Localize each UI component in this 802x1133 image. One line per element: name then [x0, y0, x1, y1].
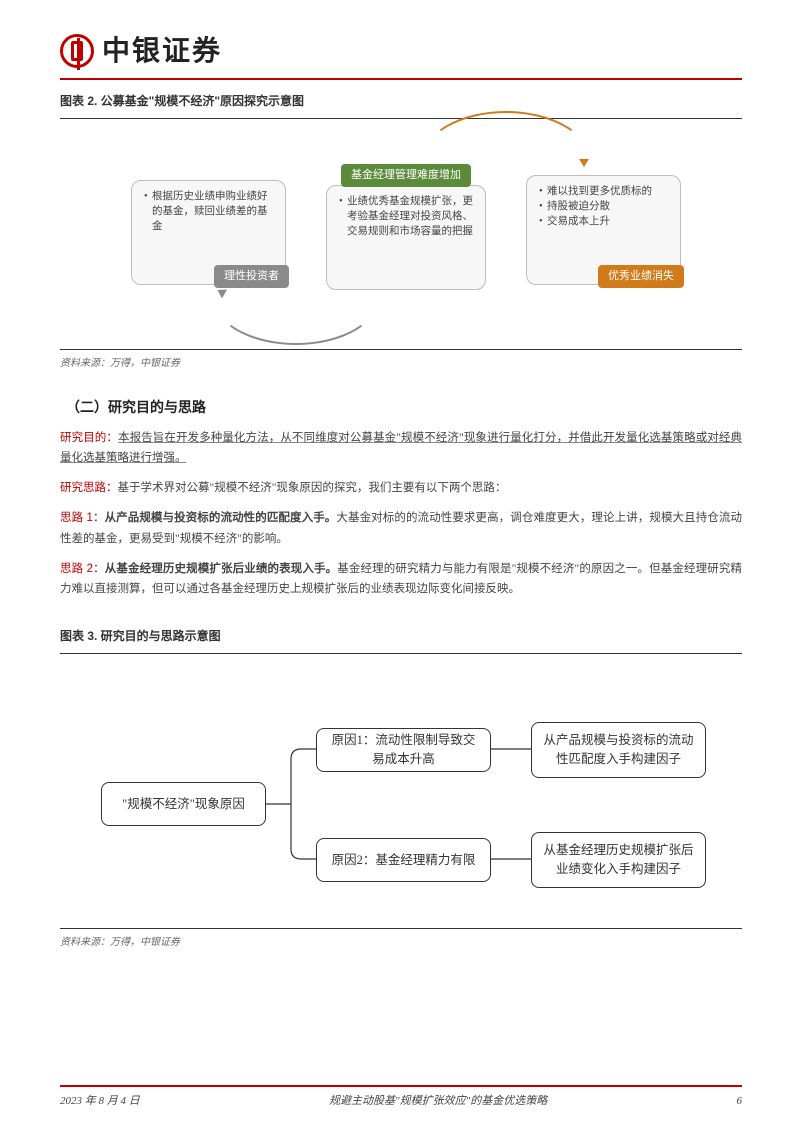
figure-2-flowchart: 根据历史业绩申购业绩好的基金，赎回业绩差的基金 理性投资者 业绩优秀基金规模扩张…: [121, 125, 681, 345]
idea2-title: 从基金经理历史规模扩张后业绩的表现入手。: [105, 563, 338, 575]
idea2-paragraph: 思路 2：从基金经理历史规模扩张后业绩的表现入手。基金经理的研究精力与能力有限是…: [60, 559, 742, 599]
figure-2-source: 资料来源：万得，中银证券: [60, 356, 742, 371]
key-label: 研究思路：: [60, 482, 118, 494]
purpose-body: 本报告旨在开发多种量化方法，从不同维度对公募基金"规模不经济"现象进行量化打分，…: [60, 432, 742, 464]
bullet: 持股被迫分散: [539, 199, 670, 214]
bullet: 根据历史业绩申购业绩好的基金，赎回业绩差的基金: [144, 189, 275, 235]
idea1-paragraph: 思路 1：从产品规模与投资标的流动性的匹配度入手。大基金对标的的流动性要求更高，…: [60, 508, 742, 548]
tag-result: 优秀业绩消失: [598, 265, 684, 288]
figure-2-top-rule: [60, 118, 742, 119]
arrowhead-icon: [579, 159, 589, 167]
tree-reason-2: 原因2：基金经理精力有限: [316, 838, 491, 882]
figure-2-bottom-rule: [60, 349, 742, 350]
figure-3-title: 图表 3. 研究目的与思路示意图: [60, 627, 742, 645]
page-footer: 2023 年 8 月 4 日 规避主动股基"规模扩张效应"的基金优选策略 6: [60, 1085, 742, 1110]
figure-3-bottom-rule: [60, 928, 742, 929]
brand-rule: [60, 78, 742, 80]
idea-body: 基于学术界对公募"规模不经济"现象原因的探究，我们主要有以下两个思路：: [118, 482, 507, 494]
bullet: 交易成本上升: [539, 214, 670, 229]
footer-page: 6: [737, 1093, 743, 1110]
brand-name: 中银证券: [102, 30, 222, 72]
figure-3-tree: "规模不经济"现象原因 原因1：流动性限制导致交易成本升高 原因2：基金经理精力…: [91, 704, 711, 924]
figure-2-title: 图表 2. 公募基金"规模不经济"原因探究示意图: [60, 92, 742, 110]
footer-rule: [60, 1085, 742, 1087]
figure-3-source: 资料来源：万得，中银证券: [60, 935, 742, 950]
purpose-paragraph: 研究目的：本报告旨在开发多种量化方法，从不同维度对公募基金"规模不经济"现象进行…: [60, 428, 742, 468]
idea1-title: 从产品规模与投资标的流动性的匹配度入手。: [105, 512, 337, 524]
key-label: 思路 1：: [60, 512, 105, 524]
footer-date: 2023 年 8 月 4 日: [60, 1093, 140, 1110]
arc-bottom-icon: [211, 245, 381, 345]
idea-paragraph: 研究思路：基于学术界对公募"规模不经济"现象原因的探究，我们主要有以下两个思路：: [60, 478, 742, 498]
footer-title: 规避主动股基"规模扩张效应"的基金优选策略: [329, 1093, 547, 1110]
bank-of-china-logo-icon: [60, 34, 94, 68]
key-label: 研究目的：: [60, 432, 118, 444]
tree-reason-1: 原因1：流动性限制导致交易成本升高: [316, 728, 491, 772]
arc-top-icon: [421, 111, 591, 211]
key-label: 思路 2：: [60, 563, 105, 575]
tree-leaf-1: 从产品规模与投资标的流动性匹配度入手构建因子: [531, 722, 706, 778]
tree-root: "规模不经济"现象原因: [101, 782, 266, 826]
figure-3-top-rule: [60, 653, 742, 654]
tree-leaf-2: 从基金经理历史规模扩张后业绩变化入手构建因子: [531, 832, 706, 888]
brand-header: 中银证券: [60, 30, 742, 72]
section-heading: （二）研究目的与思路: [66, 397, 742, 418]
